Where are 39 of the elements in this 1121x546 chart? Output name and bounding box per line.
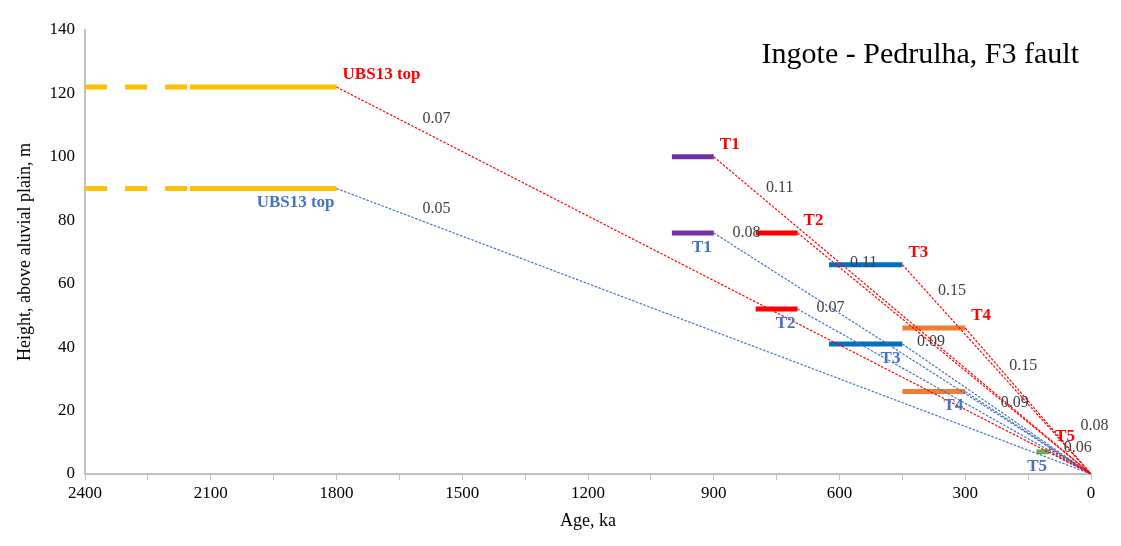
series-label: T1 bbox=[691, 236, 712, 256]
chart-title: Ingote - Pedrulha, F3 fault bbox=[761, 35, 1080, 69]
series-label: T4 bbox=[971, 305, 992, 325]
y-tick-label: 60 bbox=[58, 273, 76, 293]
annotation: 0.08 bbox=[732, 222, 761, 240]
y-tick-label: 40 bbox=[58, 336, 76, 356]
series-label: UBS13 top bbox=[342, 64, 421, 84]
x-tick-label: 900 bbox=[701, 482, 727, 502]
annotation: 0.15 bbox=[937, 280, 966, 298]
y-tick-label: 140 bbox=[49, 19, 76, 39]
series-label: T3 bbox=[908, 241, 929, 261]
series-label: T5 bbox=[1027, 455, 1048, 475]
series-label: T4 bbox=[943, 395, 964, 415]
annotation: 0.07 bbox=[422, 109, 451, 127]
series-label: T2 bbox=[803, 209, 824, 229]
y-tick-label: 80 bbox=[58, 209, 76, 229]
annotation: 0.15 bbox=[1009, 355, 1038, 373]
x-tick-label: 0 bbox=[1086, 482, 1096, 502]
x-tick-label: 2100 bbox=[193, 482, 228, 502]
x-tick-label: 2400 bbox=[68, 482, 103, 502]
annotation: 0.07 bbox=[816, 297, 845, 315]
y-tick-label: 20 bbox=[58, 400, 76, 420]
annotation: 0.08 bbox=[1080, 415, 1109, 433]
x-tick-label: 600 bbox=[826, 482, 853, 502]
y-axis-title: Height, above aluvial plain, m bbox=[13, 143, 34, 361]
y-tick-label: 120 bbox=[49, 82, 76, 102]
annotation: 0.11 bbox=[766, 178, 794, 196]
y-tick-label: 0 bbox=[66, 463, 76, 483]
x-tick-label: 300 bbox=[952, 482, 979, 502]
annotation: 0.05 bbox=[422, 199, 451, 217]
y-tick-label: 100 bbox=[49, 146, 76, 166]
series-label: UBS13 top bbox=[256, 192, 335, 212]
series-label: T3 bbox=[880, 347, 901, 367]
x-tick-label: 1800 bbox=[319, 482, 354, 502]
x-axis-title: Age, ka bbox=[560, 509, 617, 530]
series-label: T2 bbox=[775, 312, 796, 332]
x-tick-label: 1500 bbox=[445, 482, 480, 502]
x-tick-label: 1200 bbox=[571, 482, 606, 502]
series-label: T1 bbox=[719, 133, 740, 153]
